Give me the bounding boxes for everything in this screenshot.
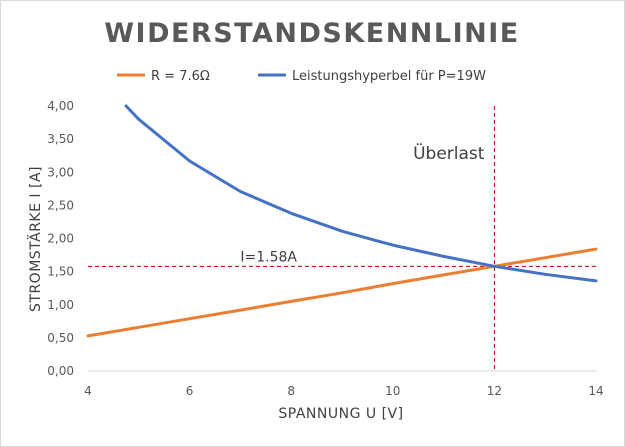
annotation-label-2: I=1.58A <box>240 250 297 266</box>
y-axis: 0,00 0,50 1,00 1,50 2,00 2,50 3,00 3,50 4,00 <box>47 99 74 378</box>
y-tick-label: 1,00 <box>47 298 74 312</box>
x-tick-label: 10 <box>385 384 400 398</box>
chart-title: WIDERSTANDSKENNLINIE <box>104 18 520 49</box>
y-tick-label: 4,00 <box>47 99 74 113</box>
legend-label-1: R = 7.6Ω <box>151 69 210 84</box>
legend: R = 7.6Ω Leistungshyperbel für P=19W <box>117 69 486 84</box>
y-tick-label: 3,00 <box>47 165 74 179</box>
annotation-label-1: Überlast <box>413 142 485 164</box>
x-tick-label: 6 <box>186 384 194 398</box>
y-tick-label: 0,00 <box>47 364 74 378</box>
y-tick-label: 1,50 <box>47 265 74 279</box>
x-tick-label: 8 <box>287 384 295 398</box>
annotations: Überlast I=1.58A <box>240 142 484 266</box>
y-axis-title: STROMSTÄRKE I [A] <box>26 166 44 312</box>
x-tick-label: 4 <box>84 384 92 398</box>
series-line-2 <box>124 104 598 283</box>
x-axis-title: SPANNUNG U [V] <box>278 406 403 422</box>
y-tick-label: 2,00 <box>47 232 74 246</box>
y-tick-label: 2,50 <box>47 198 74 212</box>
y-tick-label: 3,50 <box>47 132 74 146</box>
x-tick-label: 14 <box>588 384 603 398</box>
y-tick-label: 0,50 <box>47 331 74 345</box>
series-layer <box>86 104 598 338</box>
series-line-1 <box>86 247 598 338</box>
reference-lines <box>88 106 596 371</box>
x-axis: 4 6 8 10 12 14 <box>84 370 604 398</box>
legend-label-2: Leistungshyperbel für P=19W <box>292 69 486 84</box>
x-tick-label: 12 <box>487 384 502 398</box>
